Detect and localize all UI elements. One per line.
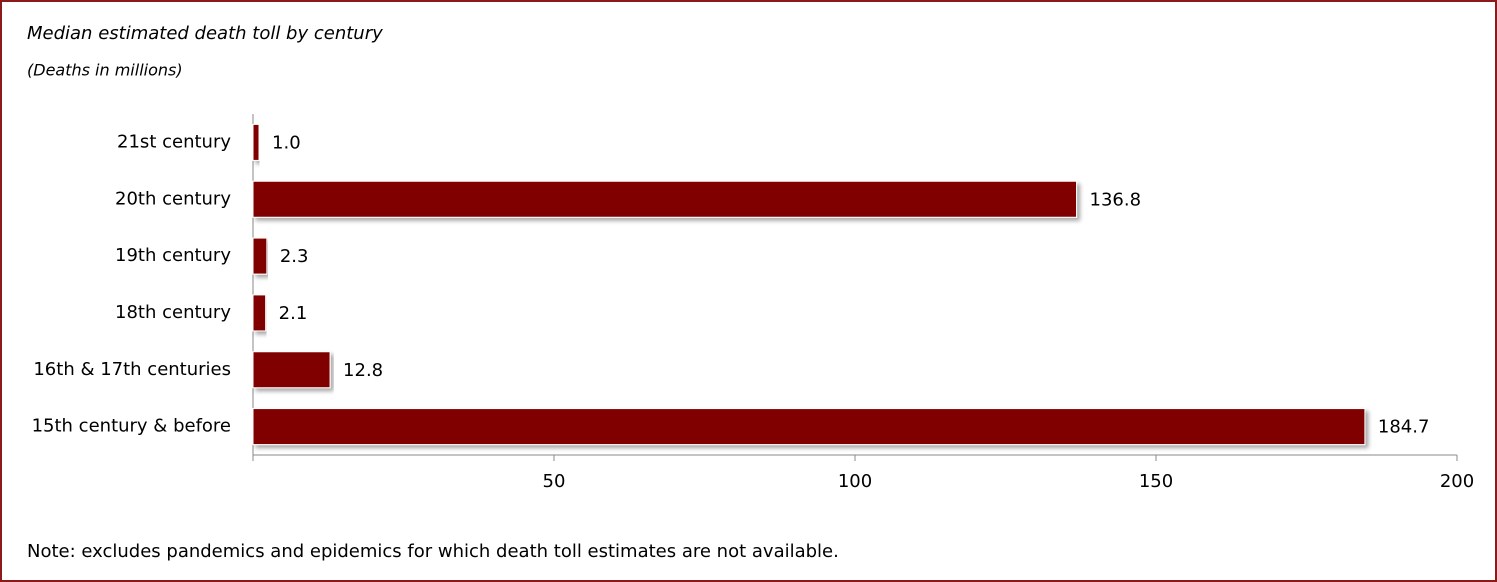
bar xyxy=(252,123,260,161)
chart-title: Median estimated death toll by century xyxy=(27,23,383,44)
chart-subtitle: (Deaths in millions) xyxy=(27,61,183,80)
y-tick-label: 18th century xyxy=(115,302,231,323)
bar xyxy=(252,408,1366,446)
bar xyxy=(252,180,1078,218)
data-label: 2.3 xyxy=(280,246,309,267)
note: Note: excludes pandemics and epidemics f… xyxy=(27,541,839,562)
bar xyxy=(252,351,331,389)
data-label: 2.1 xyxy=(279,303,308,324)
y-tick-label: 20th century xyxy=(115,188,231,209)
data-label: 12.8 xyxy=(343,360,383,381)
x-tick-label: 150 xyxy=(1139,471,1173,492)
y-tick-label: 21st century xyxy=(117,131,231,152)
y-tick-label: 16th & 17th centuries xyxy=(33,359,231,380)
data-label: 184.7 xyxy=(1378,417,1430,438)
y-tick-label: 15th century & before xyxy=(32,416,231,437)
bar xyxy=(252,294,267,332)
y-tick-label: 19th century xyxy=(115,245,231,266)
data-label: 136.8 xyxy=(1090,189,1142,210)
x-tick-label: 50 xyxy=(543,471,566,492)
x-tick-label: 200 xyxy=(1440,471,1474,492)
x-tick-label: 100 xyxy=(838,471,872,492)
data-label: 1.0 xyxy=(272,132,301,153)
bar xyxy=(252,237,268,275)
